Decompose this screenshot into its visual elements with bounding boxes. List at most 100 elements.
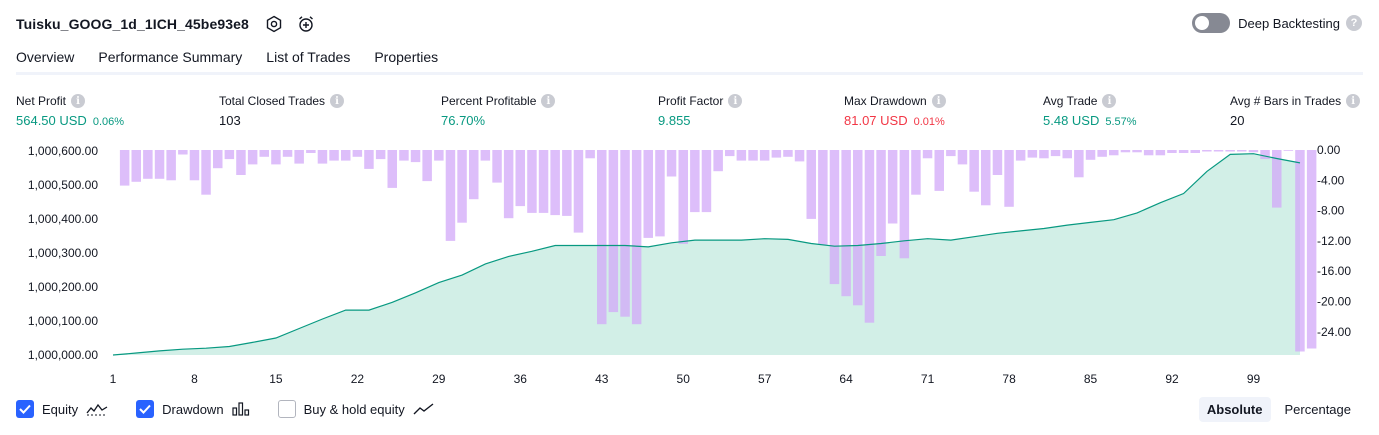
drawdown-bar (387, 150, 397, 188)
drawdown-bar (492, 150, 502, 183)
legend-label: Buy & hold equity (303, 401, 405, 417)
drawdown-bar (585, 150, 595, 159)
drawdown-bar (864, 150, 875, 323)
left-axis-tick-label: 1,000,300.00 (28, 246, 98, 260)
stat-value: 5.48 USD (1043, 113, 1100, 128)
buy-hold-line-icon (413, 402, 435, 416)
info-icon[interactable]: i (1346, 94, 1361, 108)
buy-hold-checkbox[interactable] (277, 400, 296, 418)
drawdown-bar (503, 150, 514, 219)
info-icon[interactable]: i (931, 94, 946, 108)
drawdown-bar (1295, 150, 1305, 352)
stat-percent: 5.57% (1105, 116, 1137, 128)
drawdown-bar (538, 150, 549, 213)
drawdown-bar (469, 150, 479, 200)
drawdown-bar (713, 150, 723, 172)
stat-label: Net Profit (16, 94, 67, 108)
drawdown-bar (1306, 150, 1317, 349)
drawdown-bar (748, 150, 758, 161)
right-axis-tick-label: -12.00 (1317, 234, 1351, 248)
info-icon[interactable]: i (541, 94, 556, 108)
drawdown-bar (375, 150, 386, 160)
drawdown-bar (829, 150, 840, 285)
info-icon[interactable]: i (1102, 94, 1117, 108)
deep-backtesting-toggle[interactable] (1192, 13, 1231, 33)
info-icon[interactable]: i (330, 94, 345, 108)
drawdown-bar (690, 150, 700, 213)
drawdown-bar (981, 150, 991, 206)
x-axis-tick-label: 22 (351, 372, 365, 386)
tab-overview[interactable]: Overview (16, 49, 75, 65)
stat-value: 9.855 (658, 113, 691, 128)
drawdown-bar (1085, 150, 1096, 160)
drawdown-bar (631, 150, 642, 325)
drawdown-bar (573, 150, 584, 233)
right-axis-tick-label: -4.00 (1317, 173, 1345, 187)
drawdown-bar (131, 150, 141, 182)
stat-value: 564.50 USD (16, 113, 87, 128)
drawdown-bar (655, 150, 665, 237)
left-axis-tick-label: 1,000,500.00 (28, 178, 98, 192)
tab-list-of-trades[interactable]: List of Trades (266, 49, 351, 65)
drawdown-bar (317, 150, 328, 164)
stat-percent-profitable: Percent Profitable i 76.70% (441, 94, 556, 128)
tab-performance-summary[interactable]: Performance Summary (98, 49, 243, 65)
x-axis-tick-label: 15 (269, 372, 283, 386)
stat-value: 20 (1230, 113, 1245, 128)
drawdown-bar (1213, 150, 1224, 152)
drawdown-bar (178, 150, 188, 155)
drawdown-bar (934, 150, 944, 191)
drawdown-bar (783, 150, 793, 157)
left-axis-tick-label: 1,000,000.00 (28, 348, 98, 362)
x-axis-tick-label: 99 (1247, 372, 1261, 386)
drawdown-bar (911, 150, 921, 195)
stat-net-profit: Net Profit i 564.50 USD 0.06% (16, 94, 124, 128)
x-axis-tick-label: 36 (514, 372, 528, 386)
stat-label: Avg Trade (1043, 94, 1098, 108)
drawdown-bar (434, 150, 444, 161)
legend-drawdown[interactable]: Drawdown (136, 400, 249, 418)
drawdown-bar (992, 150, 1003, 175)
drawdown-bar (818, 150, 828, 245)
x-axis-tick-label: 78 (1002, 372, 1016, 386)
x-axis-tick-label: 92 (1165, 372, 1179, 386)
stat-percent: 0.06% (92, 116, 125, 128)
stat-label: Profit Factor (658, 94, 724, 108)
drawdown-bar (457, 150, 467, 223)
drawdown-bar (271, 150, 281, 165)
drawdown-bar (515, 150, 525, 207)
drawdown-bar (364, 150, 374, 169)
info-icon[interactable]: i (728, 94, 743, 108)
stat-label: Avg # Bars in Trades (1230, 94, 1342, 108)
x-axis-tick-label: 43 (595, 372, 609, 386)
drawdown-checkbox[interactable] (136, 400, 155, 418)
drawdown-bar (1190, 150, 1200, 153)
chart-legend: Equity Drawdown Buy & hold equity (16, 400, 463, 418)
legend-buy-hold-equity[interactable]: Buy & hold equity (277, 400, 435, 418)
drawdown-bar (247, 150, 258, 165)
drawdown-bar (736, 150, 747, 161)
drawdown-bar (1132, 150, 1142, 153)
drawdown-bars-icon (231, 402, 250, 416)
help-icon[interactable]: ? (1346, 15, 1362, 31)
alarm-add-icon[interactable] (295, 13, 317, 35)
drawdown-bar (224, 150, 235, 160)
percentage-button[interactable]: Percentage (1284, 402, 1352, 417)
legend-equity[interactable]: Equity (16, 400, 108, 418)
drawdown-bar (1283, 150, 1294, 151)
absolute-button[interactable]: Absolute (1198, 397, 1271, 422)
equity-drawdown-chart[interactable]: 1,000,600.00 1,000,500.00 1,000,400.00 1,00… (0, 138, 1379, 392)
right-axis-tick-label: -20.00 (1317, 295, 1351, 309)
left-axis-tick-label: 1,000,400.00 (28, 212, 98, 226)
info-icon[interactable]: i (71, 94, 86, 108)
settings-icon[interactable] (263, 13, 285, 35)
equity-line-icon (86, 402, 108, 416)
drawdown-bar (213, 150, 223, 169)
stat-profit-factor: Profit Factor i 9.855 (658, 94, 743, 128)
equity-checkbox[interactable] (16, 400, 34, 418)
tab-properties[interactable]: Properties (374, 49, 439, 65)
drawdown-bar (294, 150, 304, 164)
drawdown-bar (725, 150, 735, 157)
drawdown-bar (1155, 150, 1166, 156)
stat-value: 81.07 USD (844, 113, 908, 128)
